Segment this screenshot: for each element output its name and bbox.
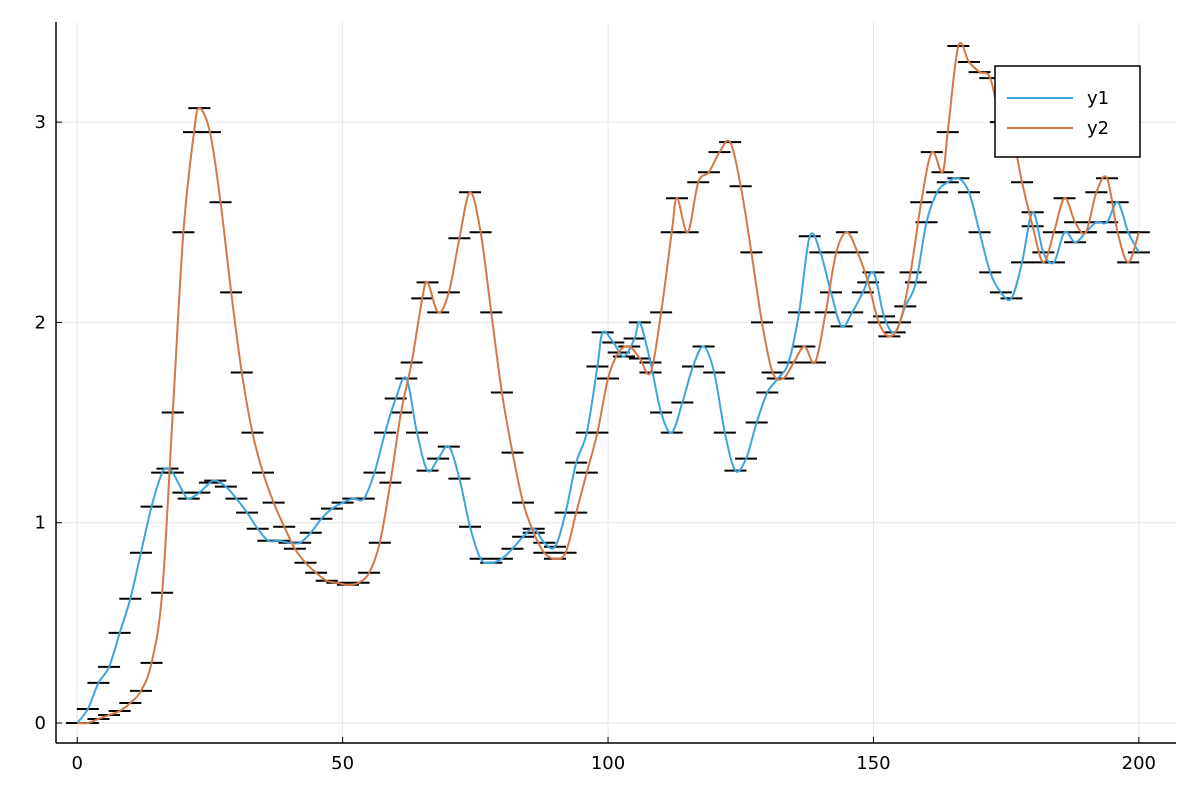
x-tick-label: 50 <box>331 753 354 774</box>
x-tick-label: 200 <box>1122 753 1156 774</box>
series-y1-line <box>76 176 1140 724</box>
y-tick-label: 3 <box>35 112 46 133</box>
legend-label-y2: y2 <box>1087 118 1109 139</box>
axes: 0 50 100 150 200 0 1 2 3 <box>35 22 1176 774</box>
y-tick-label: 2 <box>35 312 46 333</box>
grid-lines <box>56 22 1176 743</box>
legend-box <box>994 65 1141 158</box>
x-tick-label: 100 <box>591 753 625 774</box>
legend-label-y1: y1 <box>1087 88 1109 109</box>
series-y2-line <box>77 41 1140 725</box>
y-tick-label: 1 <box>35 513 46 534</box>
series-lines <box>76 41 1140 725</box>
x-tick-label: 0 <box>72 753 83 774</box>
x-tick-label: 150 <box>856 753 890 774</box>
y-tick-label: 0 <box>35 713 46 734</box>
